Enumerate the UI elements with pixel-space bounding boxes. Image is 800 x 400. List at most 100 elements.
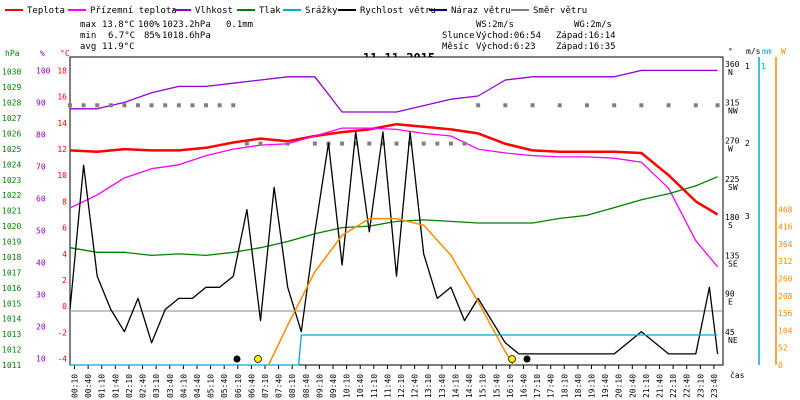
legend-label: Tlak <box>259 6 281 16</box>
wind-direction-point <box>612 103 617 108</box>
wind-direction-point <box>258 141 263 146</box>
tick-x: 16:40 <box>519 374 528 398</box>
tick-dir-name: NE <box>728 336 738 345</box>
wind-direction-point <box>176 103 181 108</box>
wind-direction-point <box>244 141 249 146</box>
legend-label: Vlhkost <box>195 6 233 16</box>
tick-hpa: 1027 <box>2 114 21 123</box>
tick-x: 02:40 <box>139 374 148 398</box>
tick-hpa: 1012 <box>2 346 21 355</box>
series-line <box>70 334 718 366</box>
wind-direction-point <box>448 141 453 146</box>
tick-degc: 2 <box>62 276 67 285</box>
wind-direction-point <box>666 103 671 108</box>
axis-label-wm2: W <box>781 47 786 56</box>
tick-wm2: 468 <box>778 205 793 214</box>
tick-x: 13:40 <box>438 374 447 398</box>
tick-hpa: 1011 <box>2 361 21 370</box>
tick-x: 20:10 <box>615 374 624 398</box>
tick-x: 14:10 <box>451 374 460 398</box>
wind-direction-point <box>340 141 345 146</box>
legend: Teplota Přízemní teplota Vlhkost Tlak Srážky… <box>5 6 587 16</box>
tick-x: 08:10 <box>288 374 297 398</box>
tick-wm2: 260 <box>778 275 793 284</box>
wind-direction-point <box>122 103 127 108</box>
tick-wm2: 156 <box>778 309 793 318</box>
series-group <box>68 69 720 366</box>
tick-dir-name: N <box>728 68 733 77</box>
tick-wm2: 52 <box>778 344 788 353</box>
info-sunset: Západ:16:14 <box>556 31 616 41</box>
tick-x: 03:40 <box>166 374 175 398</box>
tick-dir-name: E <box>728 298 733 307</box>
axis-label-mm: mm <box>762 47 772 56</box>
tick-x: 12:40 <box>411 374 420 398</box>
tick-degc: 6 <box>62 224 67 233</box>
stats-min-temp: 6.7°C <box>108 31 135 41</box>
tick-x: 09:10 <box>315 374 324 398</box>
moonset-marker <box>523 355 531 363</box>
tick-ms: 3 <box>745 212 750 221</box>
stats-block: max 13.8°C 100% 1023.2hPa 0.1mm min 6.7°… <box>80 20 253 52</box>
tick-pct: 80 <box>36 130 46 139</box>
tick-x: 07:40 <box>275 374 284 398</box>
tick-x: 05:10 <box>207 374 216 398</box>
legend-label: Přízemní teplota <box>90 6 177 16</box>
tick-wm2: 312 <box>778 257 793 266</box>
tick-degc: -2 <box>57 328 67 337</box>
wind-direction-point <box>95 103 100 108</box>
tick-hpa: 1018 <box>2 253 21 262</box>
tick-wm2: 104 <box>778 326 793 335</box>
tick-x: 07:10 <box>261 374 270 398</box>
wind-direction-point <box>503 103 508 108</box>
tick-wm2: 0 <box>778 361 783 370</box>
info-moon-label: Měsíc <box>442 42 469 52</box>
info-sunrise: Východ:06:54 <box>476 31 541 41</box>
tick-x: 09:40 <box>329 374 338 398</box>
tick-dir: 135 <box>725 251 740 260</box>
wind-direction-point <box>584 103 589 108</box>
tick-dir-name: NW <box>728 106 738 115</box>
tick-dir-name: SW <box>728 183 738 192</box>
wind-direction-point <box>380 141 385 146</box>
tick-wm2: 208 <box>778 292 793 301</box>
axis-label-x: čas <box>730 370 745 380</box>
tick-x: 19:10 <box>587 374 596 398</box>
tick-pct: 10 <box>36 355 46 364</box>
legend-label: Směr větru <box>533 6 587 16</box>
info-wg: WG:2m/s <box>574 20 612 30</box>
tick-x: 20:40 <box>628 374 637 398</box>
tick-wm2: 416 <box>778 223 793 232</box>
series-line <box>70 69 718 113</box>
tick-hpa: 1030 <box>2 68 21 77</box>
series-line <box>69 122 719 216</box>
tick-pct: 90 <box>36 98 46 107</box>
tick-x: 16:10 <box>506 374 515 398</box>
tick-x: 19:40 <box>601 374 610 398</box>
tick-mm: 1 <box>761 62 766 71</box>
wind-direction-point <box>557 103 562 108</box>
axis-label-hpa: hPa <box>5 49 20 58</box>
tick-dir: 45 <box>725 328 735 337</box>
tick-degc: -4 <box>57 354 67 363</box>
tick-pct: 20 <box>36 323 46 332</box>
wind-direction-point <box>81 103 86 108</box>
tick-pct: 50 <box>36 227 46 236</box>
wind-direction-point <box>715 103 720 108</box>
tick-x: 04:10 <box>179 374 188 398</box>
tick-x: 18:10 <box>560 374 569 398</box>
tick-hpa: 1021 <box>2 207 21 216</box>
wind-direction-point <box>639 103 644 108</box>
series-line <box>69 131 719 355</box>
info-block: WS:2m/s WG:2m/s Slunce Východ:06:54 Zápa… <box>442 20 616 52</box>
tick-hpa: 1025 <box>2 145 21 154</box>
wind-direction-point <box>408 141 413 146</box>
wind-direction-point <box>163 103 168 108</box>
wind-direction-point <box>693 103 698 108</box>
tick-x: 14:40 <box>465 374 474 398</box>
wind-direction-point <box>530 103 535 108</box>
tick-pct: 70 <box>36 162 46 171</box>
tick-x: 17:10 <box>533 374 542 398</box>
tick-dir: 90 <box>725 290 735 299</box>
